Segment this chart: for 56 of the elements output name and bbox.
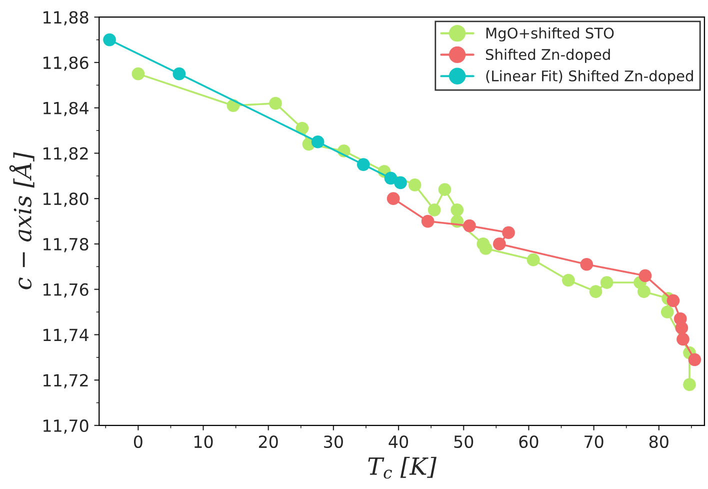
legend-label: MgO+shifted STO	[486, 27, 614, 42]
point	[526, 253, 540, 266]
point	[502, 226, 515, 240]
y-tick-label: 11,70	[44, 419, 88, 434]
point	[666, 294, 680, 308]
y-tick-label: 11,72	[44, 374, 88, 388]
y-tick-label: 11,80	[44, 192, 88, 207]
point	[638, 269, 652, 282]
point	[428, 204, 441, 216]
point	[675, 321, 688, 334]
point	[103, 33, 116, 46]
point	[589, 285, 602, 298]
y-tick-label: 11,82	[44, 147, 88, 162]
point	[638, 285, 650, 298]
x-tick-label: 50	[454, 435, 474, 448]
y-tick-label: 11,88	[44, 11, 88, 26]
y-tick-label: 11,74	[44, 328, 88, 343]
point	[683, 378, 696, 392]
point	[311, 135, 324, 148]
point	[421, 214, 434, 228]
x-axis-title: T$_{c}$ [K]	[368, 456, 437, 479]
x-tick-label: 70	[584, 435, 604, 448]
point	[580, 258, 594, 271]
x-tick-label: 80	[649, 435, 668, 448]
point	[676, 332, 690, 346]
point	[463, 219, 476, 232]
legend-label: Shifted Zn-doped	[486, 48, 610, 63]
point	[132, 67, 145, 80]
x-tick-label: 30	[324, 435, 343, 448]
point	[438, 183, 452, 196]
point	[172, 67, 186, 80]
y-tick-label: 11,78	[44, 238, 88, 252]
x-tick-label: 10	[194, 435, 213, 448]
point	[296, 122, 309, 135]
x-tick-label: 60	[519, 435, 538, 448]
point	[600, 276, 614, 289]
x-tick-label: 40	[388, 435, 408, 448]
point	[479, 242, 492, 255]
point	[269, 96, 282, 110]
point	[562, 274, 575, 287]
point	[408, 178, 422, 192]
x-tick-label: 0	[134, 435, 142, 448]
point	[356, 158, 370, 171]
point	[384, 172, 398, 185]
point	[394, 176, 407, 190]
y-tick-label: 11,86	[44, 56, 88, 71]
y-tick-label: 11,84	[44, 102, 88, 116]
legend-label: (Linear Fit) Shifted Zn-doped	[486, 70, 693, 84]
y-tick-label: 11,76	[44, 283, 88, 298]
point	[688, 353, 702, 366]
y-axis-title: c − axis [Å]	[9, 152, 34, 290]
point	[450, 204, 464, 216]
point	[493, 238, 506, 250]
point	[386, 192, 400, 206]
x-tick-label: 20	[258, 435, 278, 448]
point	[660, 306, 674, 318]
